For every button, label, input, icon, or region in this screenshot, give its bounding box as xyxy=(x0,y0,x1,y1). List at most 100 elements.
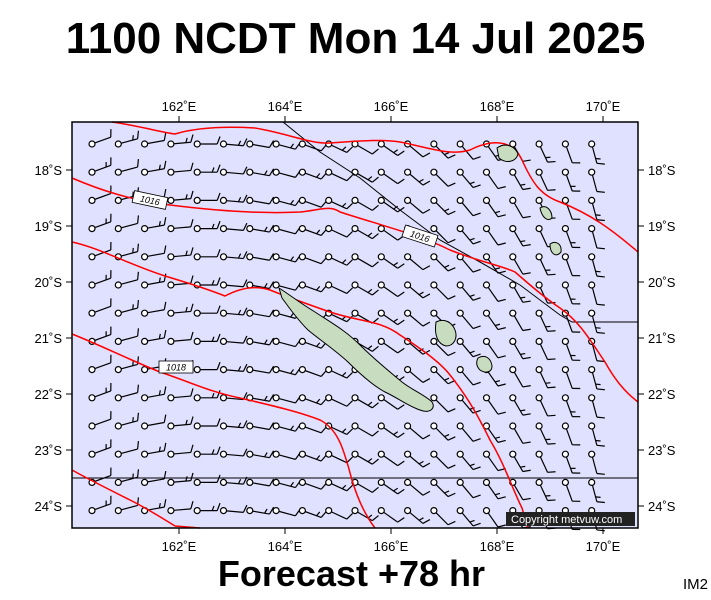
wind-barb xyxy=(509,450,531,473)
isobar-labels: 1016 1016 1018 xyxy=(131,190,439,374)
wind-barb xyxy=(325,366,353,379)
lat-label-left: 21˚S xyxy=(35,331,63,346)
wind-barb xyxy=(219,138,248,148)
wind-barb xyxy=(219,194,248,204)
wind-barb xyxy=(141,329,167,345)
wind-barb xyxy=(167,190,194,204)
wind-barb xyxy=(404,196,431,214)
wind-barb xyxy=(246,196,275,205)
wind-barb xyxy=(246,365,275,374)
wind-barb xyxy=(141,245,167,261)
wind-barb xyxy=(167,247,194,261)
wind-barb xyxy=(377,478,405,495)
wind-barb xyxy=(193,502,221,515)
wind-barb xyxy=(88,298,112,317)
wind-barb xyxy=(509,309,531,332)
wind-barb xyxy=(535,450,556,473)
wind-barb xyxy=(561,168,581,192)
wind-barb xyxy=(509,394,531,416)
wind-barb xyxy=(141,386,167,402)
wind-barb xyxy=(298,478,327,490)
vanuatu-island-espiritu xyxy=(496,144,519,162)
wind-barb xyxy=(456,394,481,414)
wind-barb xyxy=(430,140,456,159)
wind-barb xyxy=(193,418,221,430)
wind-barb xyxy=(141,160,167,176)
lat-label-left: 20˚S xyxy=(35,275,63,290)
wind-barb xyxy=(167,134,194,148)
wind-barb xyxy=(219,335,248,345)
wind-barb xyxy=(377,394,405,410)
wind-barb xyxy=(219,307,248,317)
corner-label: IM2 xyxy=(682,576,708,593)
wind-barb xyxy=(456,507,481,527)
wind-barb xyxy=(219,363,248,374)
wind-barb xyxy=(430,337,456,357)
wind-barb xyxy=(193,333,221,345)
wind-barb xyxy=(377,281,405,297)
wind-barb xyxy=(588,366,605,391)
wind-barb xyxy=(456,337,481,358)
wind-barb xyxy=(325,507,353,520)
wind-barb xyxy=(114,384,140,402)
wind-barb xyxy=(246,224,275,233)
wind-barb xyxy=(456,422,481,442)
wind-barb xyxy=(588,140,605,165)
wind-barb xyxy=(509,281,531,303)
isobar-label-2: 1016 xyxy=(401,224,439,248)
wind-barb xyxy=(588,422,605,447)
wind-barb xyxy=(88,270,112,289)
wind-barb xyxy=(561,140,581,164)
wind-barb xyxy=(167,444,194,458)
wind-barb xyxy=(509,225,531,247)
wind-barb xyxy=(351,253,379,268)
wind-barb xyxy=(141,273,167,289)
vanuatu-island-efate xyxy=(549,241,562,256)
wind-barb xyxy=(88,439,112,458)
wind-barb xyxy=(167,218,194,233)
wind-barb xyxy=(298,168,327,180)
wind-barb xyxy=(272,450,301,460)
fronts-lines xyxy=(72,121,638,479)
wind-barb xyxy=(404,253,431,271)
wind-barb xyxy=(193,192,221,204)
wind-barb xyxy=(246,140,275,149)
wind-barb xyxy=(482,507,506,528)
wind-barb xyxy=(377,196,405,213)
wind-barb xyxy=(535,168,556,191)
wind-barb xyxy=(193,474,221,486)
wind-barb xyxy=(114,328,140,345)
wind-barb xyxy=(219,251,248,261)
wind-barb xyxy=(404,281,431,299)
forecast-label: Forecast +78 hr xyxy=(0,553,711,595)
wind-barb xyxy=(141,301,167,317)
wind-barb xyxy=(404,366,431,383)
wind-barb xyxy=(430,168,456,187)
wind-barb xyxy=(430,281,456,300)
wind-barb xyxy=(325,225,353,238)
wind-barb xyxy=(430,366,456,385)
wind-barb xyxy=(509,366,531,388)
wind-barb xyxy=(114,300,140,317)
wind-barb xyxy=(193,220,221,233)
wind-barb xyxy=(272,168,301,178)
wind-barb xyxy=(141,414,167,430)
wind-barb xyxy=(535,253,556,276)
map-frame xyxy=(71,121,639,529)
wind-barb xyxy=(246,253,275,261)
copyright-text: Copyright metvuw.com xyxy=(511,514,622,526)
wind-barb xyxy=(141,442,167,458)
wind-barb xyxy=(272,478,301,489)
wind-barb xyxy=(535,478,556,502)
lat-label-right: 18˚S xyxy=(648,163,676,178)
wind-barb xyxy=(482,478,506,500)
wind-barb xyxy=(325,450,353,464)
wind-barb xyxy=(351,450,379,465)
wind-barb xyxy=(193,305,221,317)
wind-barb xyxy=(561,422,581,446)
wind-barb xyxy=(246,309,275,318)
forecast-label-text: Forecast +78 hr xyxy=(217,553,486,594)
isobar-e xyxy=(71,469,201,529)
wind-barb xyxy=(325,394,353,407)
lon-label-top: 162˚E xyxy=(162,99,197,114)
